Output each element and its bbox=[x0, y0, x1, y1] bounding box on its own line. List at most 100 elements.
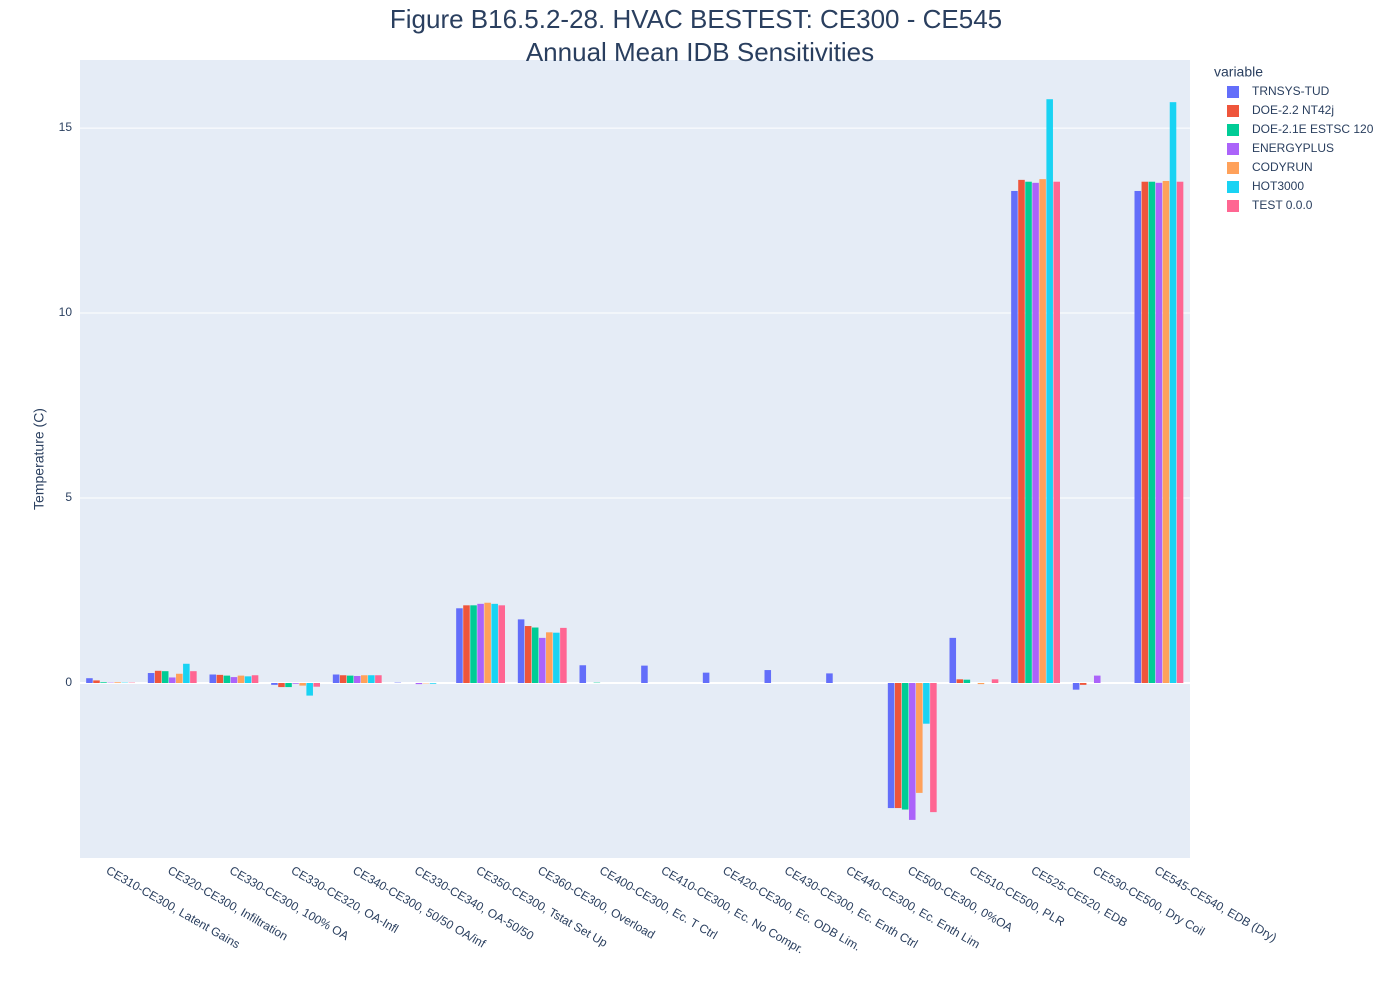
bar bbox=[430, 683, 437, 684]
x-tick-label: CE330-CE320, OA-Infl bbox=[289, 863, 401, 936]
bar bbox=[964, 680, 971, 683]
legend-swatch bbox=[1227, 124, 1239, 136]
bar bbox=[1018, 180, 1025, 683]
bar bbox=[456, 608, 463, 683]
y-tick-label: 15 bbox=[59, 120, 73, 134]
bar bbox=[895, 683, 902, 808]
bar bbox=[271, 683, 278, 685]
bar bbox=[765, 670, 772, 683]
bar bbox=[361, 675, 368, 683]
bar bbox=[518, 619, 525, 683]
legend-label: TRNSYS-TUD bbox=[1252, 84, 1330, 98]
legend-label: TEST 0.0.0 bbox=[1252, 198, 1313, 212]
bar bbox=[546, 632, 553, 683]
bar bbox=[703, 673, 710, 683]
bar bbox=[1156, 183, 1163, 683]
legend-label: ENERGYPLUS bbox=[1252, 141, 1334, 155]
bar bbox=[1170, 102, 1177, 683]
legend-swatch bbox=[1227, 143, 1239, 155]
bar bbox=[1094, 676, 1101, 683]
chart-subtitle: Annual Mean IDB Sensitivities bbox=[526, 37, 874, 67]
bar bbox=[313, 683, 320, 687]
bar bbox=[957, 679, 964, 683]
bar bbox=[1025, 182, 1032, 683]
x-tick-label: CE530-CE500, Dry Coil bbox=[1090, 863, 1207, 938]
bar bbox=[1149, 182, 1156, 683]
bar bbox=[909, 683, 916, 820]
bar bbox=[525, 626, 532, 683]
y-tick-label: 0 bbox=[65, 675, 72, 689]
bar bbox=[498, 605, 505, 683]
bar bbox=[368, 675, 375, 683]
bar bbox=[1177, 182, 1184, 683]
bar bbox=[114, 682, 121, 683]
bar bbox=[210, 675, 217, 684]
legend-label: CODYRUN bbox=[1252, 160, 1313, 174]
bar bbox=[1053, 182, 1060, 683]
bar bbox=[491, 604, 498, 683]
bar bbox=[299, 683, 306, 686]
bar bbox=[278, 683, 285, 687]
bar bbox=[539, 638, 546, 683]
bar bbox=[162, 671, 169, 683]
bar bbox=[169, 677, 176, 683]
bar bbox=[285, 683, 292, 687]
bar bbox=[1032, 183, 1039, 683]
bar bbox=[950, 638, 957, 683]
bar bbox=[354, 676, 361, 683]
bar bbox=[416, 683, 423, 684]
legend-swatch bbox=[1227, 105, 1239, 117]
x-tick-label: CE545-CE540, EDB (Dry) bbox=[1152, 863, 1279, 944]
bar bbox=[463, 605, 470, 683]
bar bbox=[553, 633, 560, 683]
bar bbox=[826, 673, 833, 683]
bar bbox=[923, 683, 930, 724]
bar bbox=[484, 603, 491, 683]
bar bbox=[183, 664, 190, 683]
bar bbox=[470, 605, 477, 683]
y-tick-label: 5 bbox=[65, 490, 72, 504]
bar bbox=[347, 676, 354, 683]
bar bbox=[306, 683, 313, 696]
bar bbox=[333, 675, 340, 684]
bar bbox=[224, 676, 231, 683]
chart-title: Figure B16.5.2-28. HVAC BESTEST: CE300 -… bbox=[390, 4, 1002, 34]
bar bbox=[217, 675, 224, 683]
legend-swatch bbox=[1227, 86, 1239, 98]
bar bbox=[902, 683, 909, 810]
bar bbox=[1135, 191, 1142, 683]
bar bbox=[1142, 182, 1149, 683]
bar bbox=[916, 683, 923, 793]
bar bbox=[477, 604, 484, 683]
bar bbox=[245, 676, 252, 683]
x-tick-label: CE500-CE300, 0%OA bbox=[905, 863, 1015, 934]
bar bbox=[560, 628, 567, 683]
bar bbox=[86, 678, 93, 683]
y-tick-label: 10 bbox=[59, 305, 73, 319]
bar bbox=[888, 683, 895, 808]
bar bbox=[1073, 683, 1080, 690]
bar bbox=[340, 675, 347, 683]
bar bbox=[1039, 179, 1046, 683]
bar bbox=[93, 680, 100, 683]
bar bbox=[1163, 181, 1170, 683]
bar bbox=[532, 628, 539, 683]
bar bbox=[930, 683, 937, 812]
bar bbox=[148, 673, 155, 683]
bar bbox=[155, 671, 162, 683]
legend-label: DOE-2.2 NT42j bbox=[1252, 103, 1334, 117]
legend-swatch bbox=[1227, 181, 1239, 193]
bar bbox=[375, 675, 382, 683]
legend-swatch bbox=[1227, 162, 1239, 174]
legend-title: variable bbox=[1214, 64, 1263, 80]
legend-label: HOT3000 bbox=[1252, 179, 1304, 193]
legend-swatch bbox=[1227, 200, 1239, 212]
bar bbox=[580, 665, 587, 683]
bar bbox=[100, 682, 107, 683]
y-axis-label: Temperature (C) bbox=[31, 408, 47, 510]
bar bbox=[1080, 683, 1087, 685]
bar bbox=[252, 675, 259, 683]
bar bbox=[1046, 99, 1053, 683]
bar bbox=[176, 674, 183, 683]
